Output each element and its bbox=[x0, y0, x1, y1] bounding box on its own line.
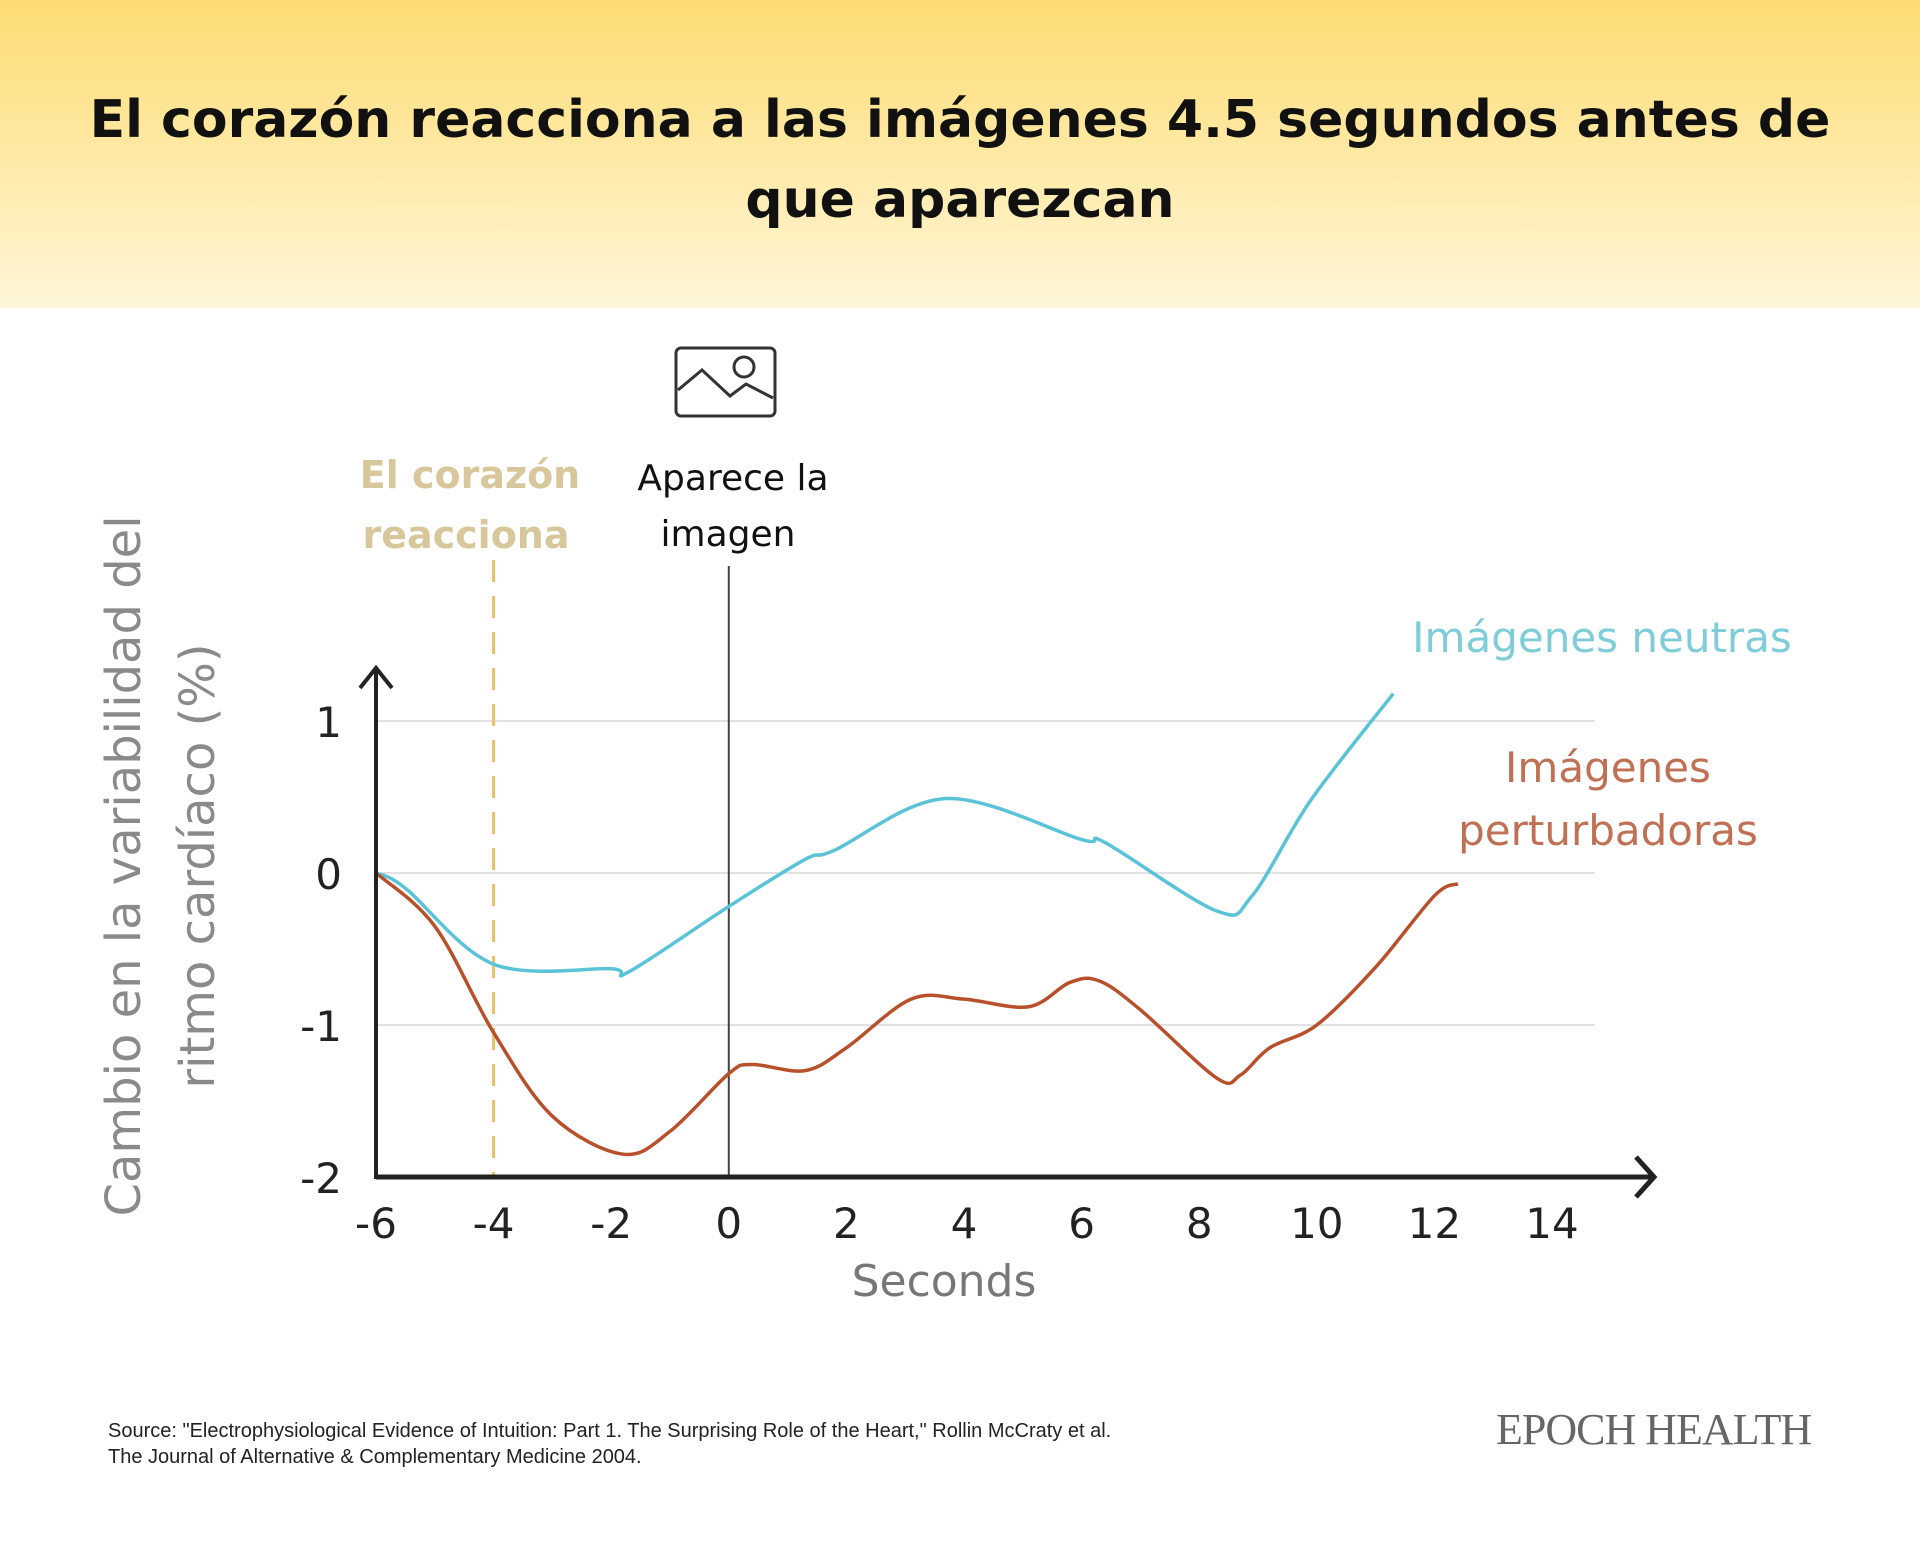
x-tick-label: -6 bbox=[355, 1199, 397, 1248]
y-axis-arrow bbox=[358, 664, 394, 690]
y-tick-label: -1 bbox=[300, 1002, 342, 1051]
annotation-image-appears-2: imagen bbox=[661, 514, 796, 555]
y-axis-label-line2: ritmo cardíaco (%) bbox=[170, 643, 226, 1088]
x-tick-label: 8 bbox=[1186, 1199, 1213, 1248]
legend-disturbing-1: Imágenes bbox=[1505, 743, 1711, 792]
page-title: El corazón reacciona a las imágenes 4.5 … bbox=[89, 90, 1831, 230]
series-disturbing-line bbox=[374, 871, 1459, 1157]
x-tick-label: 6 bbox=[1068, 1199, 1095, 1248]
x-tick-label: 12 bbox=[1408, 1199, 1461, 1248]
x-axis-label: Seconds bbox=[852, 1256, 1037, 1307]
epoch-health-logo: EPOCH HEALTH bbox=[1496, 1405, 1812, 1454]
source-citation: Source: "Electrophysiological Evidence o… bbox=[108, 1418, 1111, 1470]
x-tick-label: 2 bbox=[833, 1199, 860, 1248]
source-line-1: Source: "Electrophysiological Evidence o… bbox=[108, 1420, 1112, 1442]
legend-disturbing-2: perturbadoras bbox=[1458, 806, 1758, 855]
x-tick-label: 10 bbox=[1290, 1199, 1343, 1248]
x-tick-label: 0 bbox=[715, 1199, 742, 1248]
x-axis-arrow bbox=[1634, 1155, 1658, 1199]
y-tick-label: -2 bbox=[300, 1154, 342, 1203]
x-tick-label: 14 bbox=[1525, 1199, 1578, 1248]
image-icon bbox=[674, 346, 777, 418]
y-tick-label: 1 bbox=[315, 698, 342, 747]
legend-neutral: Imágenes neutras bbox=[1412, 613, 1792, 662]
y-tick-label: 0 bbox=[315, 850, 342, 899]
source-line-2: The Journal of Alternative & Complementa… bbox=[108, 1446, 642, 1468]
x-tick-label: -2 bbox=[590, 1199, 632, 1248]
annotation-heart-reacts-1: El corazón bbox=[360, 453, 581, 497]
x-tick-label: -4 bbox=[473, 1199, 515, 1248]
y-axis-label-line1: Cambio en la variabilidad del bbox=[96, 515, 152, 1216]
annotation-heart-reacts-2: reacciona bbox=[362, 513, 569, 557]
series-neutral-line bbox=[375, 692, 1395, 978]
header-banner: El corazón reacciona a las imágenes 4.5 … bbox=[0, 0, 1920, 308]
x-tick-label: 4 bbox=[951, 1199, 978, 1248]
annotation-image-appears-1: Aparece la bbox=[637, 458, 828, 499]
